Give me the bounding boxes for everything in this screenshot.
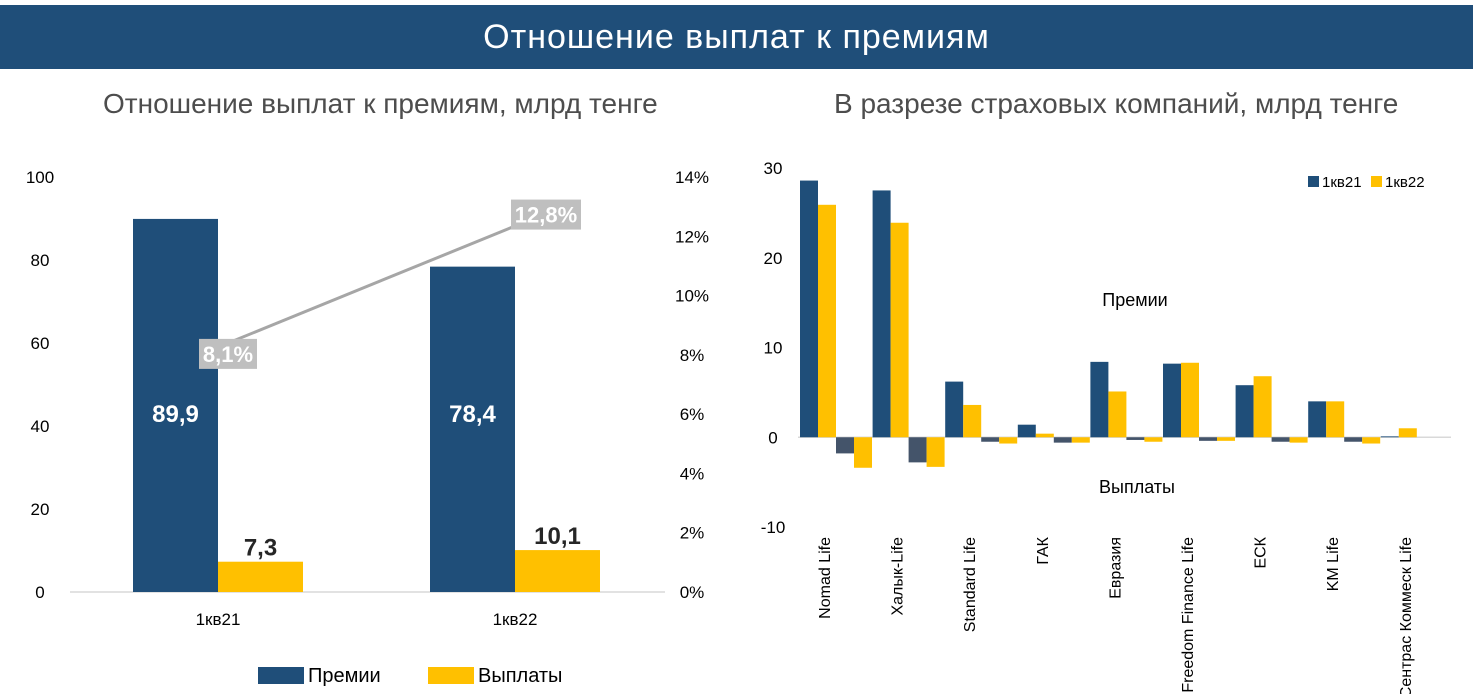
payout-value-label: 7,3 — [244, 535, 277, 562]
payout-bar-1kv22 — [926, 437, 945, 467]
premium-bar-1kv21 — [1017, 424, 1036, 438]
y-tick-label: 20 — [764, 249, 783, 268]
x-tick-label: ЕСК — [1253, 536, 1270, 568]
premium-bar-1kv21 — [1380, 436, 1399, 438]
premium-bar — [430, 266, 515, 592]
y-tick-label: 60 — [31, 334, 50, 353]
payout-bar-1kv21 — [1126, 437, 1145, 440]
header-banner: Отношение выплат к премиям — [0, 5, 1473, 69]
y2-tick-label: 10% — [675, 287, 709, 306]
x-tick-label: Nomad Life — [817, 537, 834, 619]
premium-bar-1kv21 — [945, 381, 964, 438]
x-tick-label: 1кв21 — [196, 610, 241, 629]
premium-bar-1kv22 — [1035, 433, 1054, 438]
x-tick-label: ГАК — [1035, 536, 1052, 564]
legend-swatch-1kv21 — [1308, 176, 1319, 187]
x-tick-label: Сентрас Коммеск Life — [1398, 537, 1415, 694]
payout-bar-1kv21 — [836, 437, 854, 454]
y2-tick-label: 2% — [680, 524, 705, 543]
y-tick-label: 40 — [31, 417, 50, 436]
legend-label-1kv22: 1кв22 — [1385, 174, 1425, 191]
payout-bar-1kv21 — [1271, 437, 1290, 442]
y-tick-label: 80 — [31, 251, 50, 270]
ratio-value-label: 12,8% — [515, 203, 577, 228]
y-tick-label: 10 — [764, 339, 783, 358]
y-tick-label: 20 — [31, 500, 50, 519]
payout-bar-1kv22 — [1289, 437, 1308, 443]
premium-bar-1kv22 — [1108, 391, 1127, 438]
y-tick-label: 30 — [764, 159, 783, 178]
premium-bar-1kv21 — [1235, 385, 1254, 438]
premium-bar-1kv22 — [890, 222, 909, 438]
premium-value-label: 78,4 — [449, 401, 496, 428]
legend-label-premium: Премии — [308, 665, 381, 687]
payout-bar-1kv22 — [1217, 437, 1235, 441]
premium-bar-1kv21 — [800, 180, 818, 438]
x-tick-label: Евразия — [1107, 537, 1124, 599]
payout-bar — [218, 561, 303, 592]
y2-tick-label: 4% — [680, 464, 705, 483]
ratio-label-box — [511, 199, 581, 230]
y2-tick-label: 0% — [680, 583, 705, 602]
ratio-value-label: 8,1% — [203, 342, 253, 367]
ratio-line — [225, 211, 549, 346]
payout-bar-1kv21 — [1199, 437, 1217, 441]
ratio-label-box — [199, 338, 257, 369]
premium-bar-1kv22 — [1253, 376, 1272, 438]
payout-bar-1kv21 — [1344, 437, 1363, 442]
y2-tick-label: 8% — [680, 346, 705, 365]
companies-chart: -10 0 10 20 30 Nomad Life Халык-Life Standard L… — [761, 159, 1451, 694]
payout-bar-1kv22 — [1144, 437, 1163, 442]
payout-bar-1kv22 — [854, 437, 872, 468]
x-tick-label: KM Life — [1325, 537, 1342, 591]
payout-value-label: 10,1 — [534, 523, 581, 550]
payout-bar-1kv22 — [999, 437, 1018, 444]
x-tick-label: Халык-Life — [890, 537, 907, 616]
payout-bar-1kv22 — [1071, 437, 1090, 443]
premium-bar-1kv22 — [963, 404, 982, 438]
payout-bar-1kv21 — [981, 437, 1000, 442]
premium-bar-1kv22 — [1326, 401, 1345, 438]
right-chart-title: В разрезе страховых компаний, млрд тенге — [834, 88, 1399, 119]
y2-tick-label: 6% — [680, 405, 705, 424]
legend-swatch-1kv22 — [1371, 176, 1382, 187]
left-chart-title: Отношение выплат к премиям, млрд тенге — [103, 88, 658, 119]
premium-bar-1kv21 — [1163, 363, 1181, 438]
y-tick-label: 0 — [35, 583, 44, 602]
y-tick-label: -10 — [761, 518, 786, 537]
premium-bar-1kv22 — [1398, 428, 1417, 438]
payout-bar — [515, 550, 600, 592]
premium-bar — [133, 218, 218, 592]
banner-title: Отношение выплат к премиям — [483, 17, 990, 56]
legend-swatch-payout — [428, 667, 474, 684]
premium-bar-1kv21 — [872, 190, 891, 438]
x-tick-label: Freedom Finance Life — [1180, 537, 1197, 693]
legend-swatch-premium — [258, 667, 304, 684]
premiums-payouts-chart: 0 20 40 60 80 100 0% 2% 4% 6% 8% 10% 12% 14% 89,9 7,3 1к… — [26, 168, 709, 687]
premium-bar-1kv22 — [1181, 362, 1199, 438]
payout-bar-1kv21 — [908, 437, 927, 463]
y-tick-label: 100 — [26, 168, 54, 187]
premium-bar-1kv21 — [1090, 361, 1109, 438]
payout-bar-1kv22 — [1362, 437, 1381, 444]
premium-bar-1kv22 — [818, 204, 836, 438]
payout-bar-1kv21 — [1053, 437, 1072, 443]
legend-label-payout: Выплаты — [478, 665, 562, 687]
x-tick-label: Standard Life — [962, 537, 979, 632]
y2-tick-label: 12% — [675, 227, 709, 246]
premium-value-label: 89,9 — [152, 401, 199, 428]
payouts-annotation: Выплаты — [1099, 477, 1175, 497]
x-tick-label: 1кв22 — [493, 610, 538, 629]
y2-tick-label: 14% — [675, 168, 709, 187]
legend-label-1kv21: 1кв21 — [1322, 174, 1362, 191]
premiums-annotation: Премии — [1102, 290, 1167, 310]
y-tick-label: 0 — [768, 428, 777, 447]
premium-bar-1kv21 — [1308, 401, 1327, 438]
